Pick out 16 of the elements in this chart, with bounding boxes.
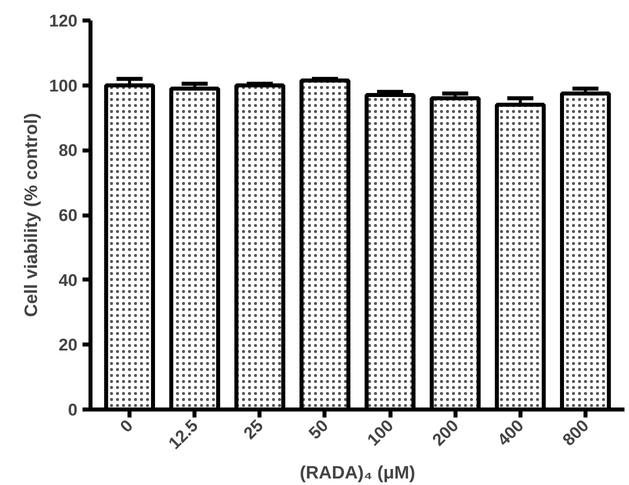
x-tick-label: 400 (494, 416, 528, 450)
y-axis-title: Cell viability (% control) (21, 112, 42, 318)
y-tick-label: 100 (49, 76, 78, 96)
x-tick-label: 100 (364, 416, 398, 450)
y-tick-label: 80 (58, 141, 78, 160)
x-tick-label: 0 (116, 416, 137, 436)
x-tick-label: 50 (305, 416, 332, 443)
y-tick-label: 20 (58, 336, 78, 355)
x-tick-label: 200 (428, 416, 462, 450)
y-tick-label: 60 (58, 206, 78, 225)
y-tick-label: 0 (68, 400, 78, 420)
y-tick-label: 40 (58, 270, 78, 290)
x-axis-title: (RADA)₄ (μM) (300, 462, 416, 482)
x-tick-label: 25 (240, 416, 267, 443)
y-tick-label: 120 (49, 12, 78, 30)
x-tick-label: 800 (559, 416, 593, 450)
